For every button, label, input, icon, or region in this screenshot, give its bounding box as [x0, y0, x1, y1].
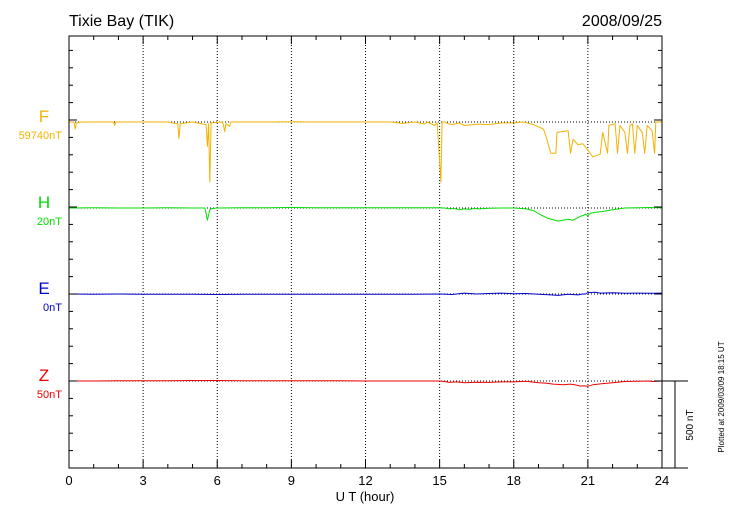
series-f-line: [69, 121, 662, 183]
series-z-baseline: 50nT: [37, 389, 62, 401]
series-e-name: E: [38, 279, 49, 298]
axis-ticks: 0 3 6 9 12 15 18 21 24: [65, 36, 669, 488]
x-tick-label: 9: [288, 473, 295, 488]
scale-bar: 500 nT: [662, 380, 696, 469]
x-tick-label: 21: [581, 473, 595, 488]
x-tick-label: 6: [214, 473, 221, 488]
series-e-baseline: 0nT: [43, 302, 62, 314]
series-f-baseline: 59740nT: [19, 130, 63, 142]
scale-bar-label: 500 nT: [685, 409, 696, 440]
x-tick-label: 3: [140, 473, 147, 488]
plotted-note: Plotted at 2009/03/09 18:15 UT: [717, 341, 726, 452]
series-layer: [68, 121, 663, 387]
series-z-line: [69, 380, 663, 387]
date-label: 2008/09/25: [582, 13, 662, 30]
grid-lines: [69, 36, 662, 468]
series-h-name: H: [38, 193, 50, 212]
series-h-line: [68, 207, 663, 222]
series-f-name: F: [39, 107, 49, 126]
x-tick-label: 12: [358, 473, 372, 488]
series-e-line: [68, 291, 663, 296]
x-tick-label: 18: [507, 473, 521, 488]
series-h-baseline: 20nT: [37, 216, 62, 228]
x-tick-label: 15: [432, 473, 446, 488]
x-tick-label: 24: [655, 473, 669, 488]
x-axis-label: U T (hour): [336, 489, 395, 504]
x-tick-label: 0: [65, 473, 72, 488]
station-title: Tixie Bay (TIK): [69, 13, 174, 30]
series-z-name: Z: [39, 366, 49, 385]
channel-labels: F 59740nT H 20nT E 0nT Z 50nT: [19, 107, 63, 401]
